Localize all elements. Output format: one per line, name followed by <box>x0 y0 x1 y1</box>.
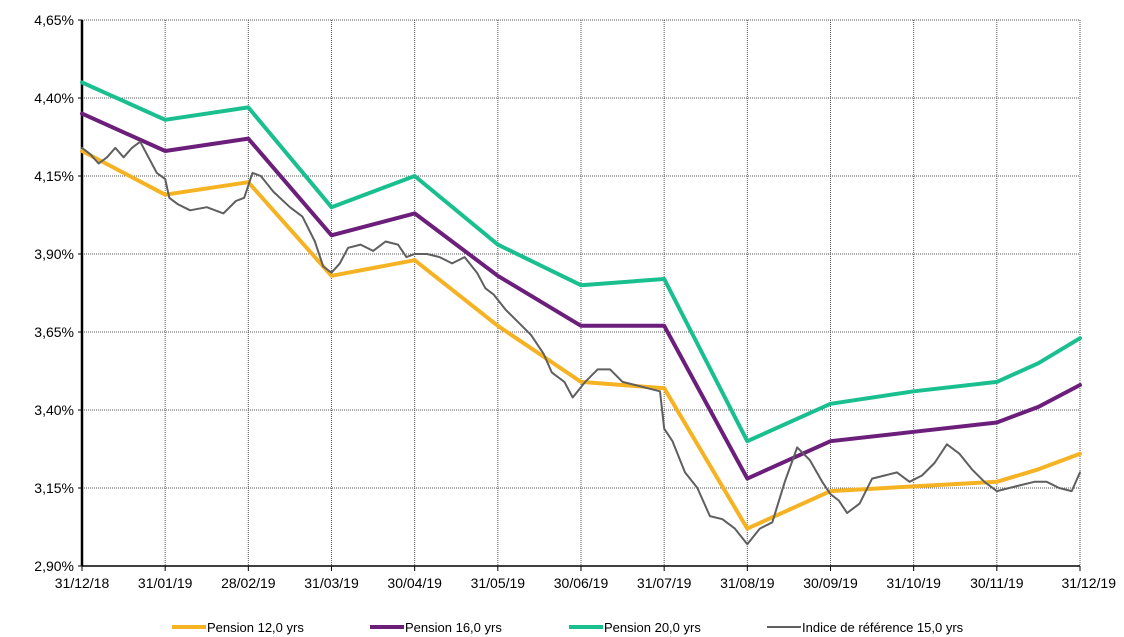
legend-label-4: Indice de référence 15,0 yrs <box>802 620 964 635</box>
gridlines <box>81 19 1081 567</box>
y-tick-label: 4,15% <box>34 168 74 184</box>
x-tick-label: 31/03/19 <box>304 575 359 591</box>
y-tick-label: 4,65% <box>34 12 74 28</box>
x-tick-label: 30/04/19 <box>387 575 442 591</box>
y-axis: 2,90% 3,15% 3,40% 3,65% 3,90% 4,15% 4,40% 4,65% <box>34 12 84 574</box>
y-tick-label: 2,90% <box>34 558 74 574</box>
x-tick-label: 31/10/19 <box>886 575 941 591</box>
y-tick-label: 4,40% <box>34 90 74 106</box>
y-tick-label: 3,90% <box>34 246 74 262</box>
y-tick-label: 3,65% <box>34 324 74 340</box>
series-lines <box>80 80 1082 546</box>
x-tick-label: 31/12/19 <box>1062 575 1117 591</box>
legend-label-1: Pension 12,0 yrs <box>207 620 304 635</box>
series-line-1 <box>80 149 1082 531</box>
x-tick-label: 31/08/19 <box>720 575 775 591</box>
legend: Pension 12,0 yrs Pension 16,0 yrs Pension … <box>172 620 964 635</box>
x-tick-label: 31/07/19 <box>637 575 692 591</box>
x-tick-label: 30/06/19 <box>554 575 609 591</box>
y-tick-label: 3,40% <box>34 402 74 418</box>
x-tick-label: 30/11/19 <box>970 575 1024 591</box>
series-line-4 <box>81 140 1081 546</box>
y-tick-label: 3,15% <box>34 480 74 496</box>
x-tick-label: 31/12/18 <box>55 575 110 591</box>
x-tick-label: 31/01/19 <box>138 575 193 591</box>
x-tick-label: 28/02/19 <box>221 575 276 591</box>
series-line-2 <box>80 111 1082 481</box>
series-line-3 <box>80 80 1082 444</box>
x-axis: 31/12/18 31/01/19 28/02/19 31/03/19 30/04/19… <box>55 565 1117 591</box>
legend-label-3: Pension 20,0 yrs <box>604 620 701 635</box>
x-tick-label: 31/05/19 <box>471 575 526 591</box>
legend-label-2: Pension 16,0 yrs <box>405 620 502 635</box>
x-tick-label: 30/09/19 <box>803 575 858 591</box>
